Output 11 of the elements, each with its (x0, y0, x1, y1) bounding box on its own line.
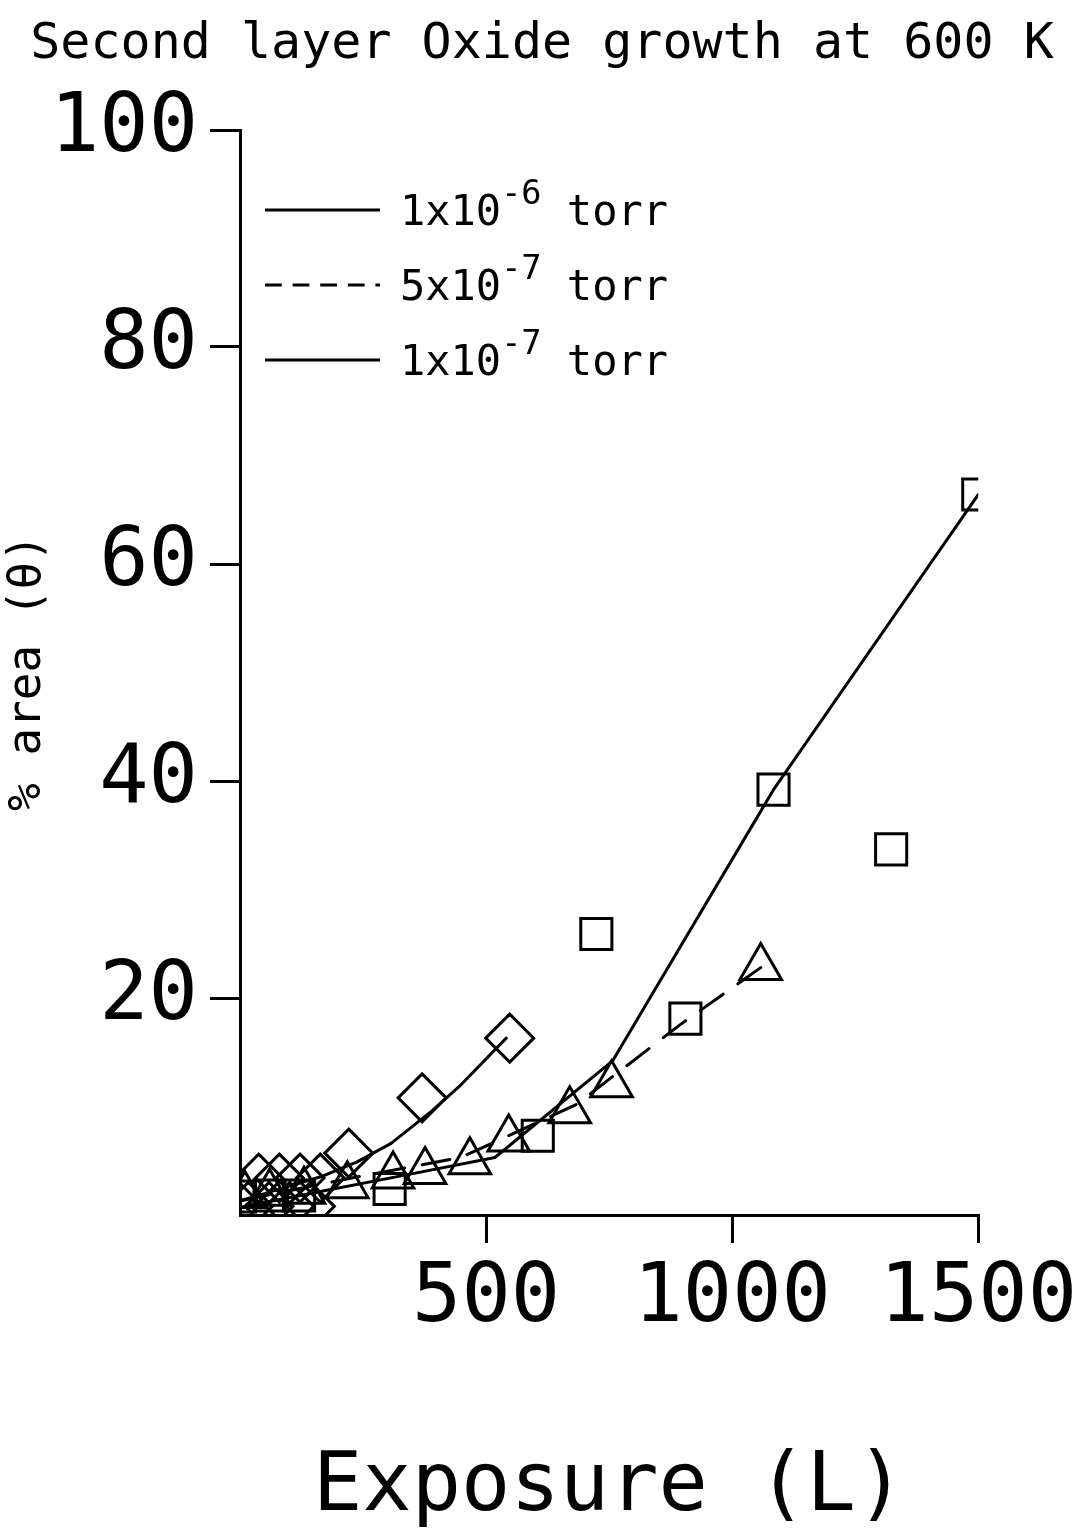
x-tick-label: 1500 (879, 1245, 1078, 1341)
y-tick-label: 40 (99, 726, 198, 822)
x-axis-title: Exposure (L) (312, 1434, 906, 1530)
x-tick-label: 500 (412, 1245, 561, 1341)
y-tick-label: 80 (99, 292, 198, 388)
chart-title: Second layer Oxide growth at 600 K (30, 11, 1054, 70)
x-tick-label: 1000 (633, 1245, 831, 1341)
y-tick-label: 60 (99, 509, 198, 605)
y-tick-label: 100 (49, 75, 198, 171)
y-axis-title: % area (θ) (0, 534, 51, 811)
y-tick-label: 20 (99, 943, 198, 1039)
